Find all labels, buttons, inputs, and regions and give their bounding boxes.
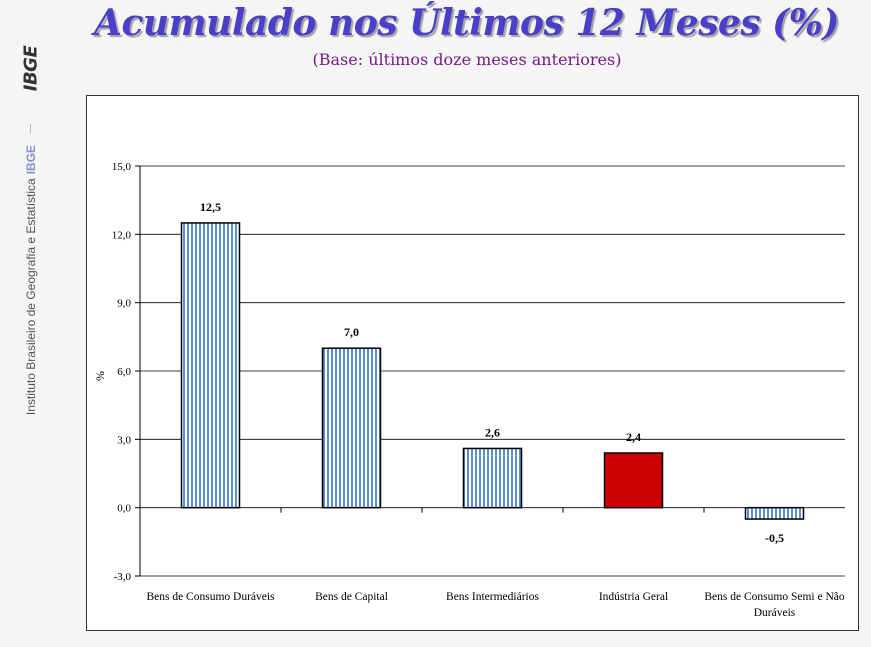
sidebar-divider	[30, 124, 31, 134]
y-tick-label: 3,0	[117, 434, 131, 446]
y-tick-label: 0,0	[117, 503, 131, 515]
bar-chart: 15,0 12,0 9,0 6,0 3,0 0,0 -3,0% 12,5 Bens de Co…	[93, 161, 845, 619]
category-label: Bens de Consumo Semi e Não Duráveis	[704, 591, 844, 619]
data-label: 2,6	[485, 425, 500, 439]
category-label: Bens Intermediários	[446, 591, 539, 603]
y-tick-label: 15,0	[112, 161, 132, 173]
y-tick-label: 6,0	[117, 366, 131, 378]
institute-caption: Instituto Brasileiro de Geografia e Esta…	[22, 142, 40, 417]
bar	[462, 447, 523, 509]
page-title: Acumulado nos Últimos 12 Meses (%)	[94, 2, 839, 44]
y-axis-label: %	[93, 371, 107, 381]
y-tick-label: -3,0	[114, 571, 132, 583]
category-label: Indústria Geral	[599, 591, 668, 603]
y-tick-label: 12,0	[112, 229, 132, 241]
category-label: Bens de Consumo Duráveis	[146, 591, 275, 603]
data-label: 7,0	[344, 325, 359, 339]
page-subtitle: (Base: últimos doze meses anteriores)	[312, 50, 622, 69]
data-label: -0,5	[765, 531, 784, 545]
sidebar: IBGE Instituto Brasileiro de Geografia e…	[0, 0, 62, 647]
y-tick-label: 9,0	[117, 298, 131, 310]
institute-brand: IBGE	[24, 144, 38, 174]
data-label: 2,4	[626, 430, 641, 444]
category-label: Bens de Capital	[315, 591, 388, 603]
bar	[603, 452, 664, 509]
chart-container: 15,0 12,0 9,0 6,0 3,0 0,0 -3,0% 12,5 Bens de Co…	[86, 95, 859, 631]
bar	[180, 222, 241, 509]
data-label: 12,5	[200, 200, 221, 214]
institute-name: Instituto Brasileiro de Geografia e Esta…	[24, 177, 38, 415]
bar	[321, 347, 382, 509]
bar	[744, 506, 805, 520]
